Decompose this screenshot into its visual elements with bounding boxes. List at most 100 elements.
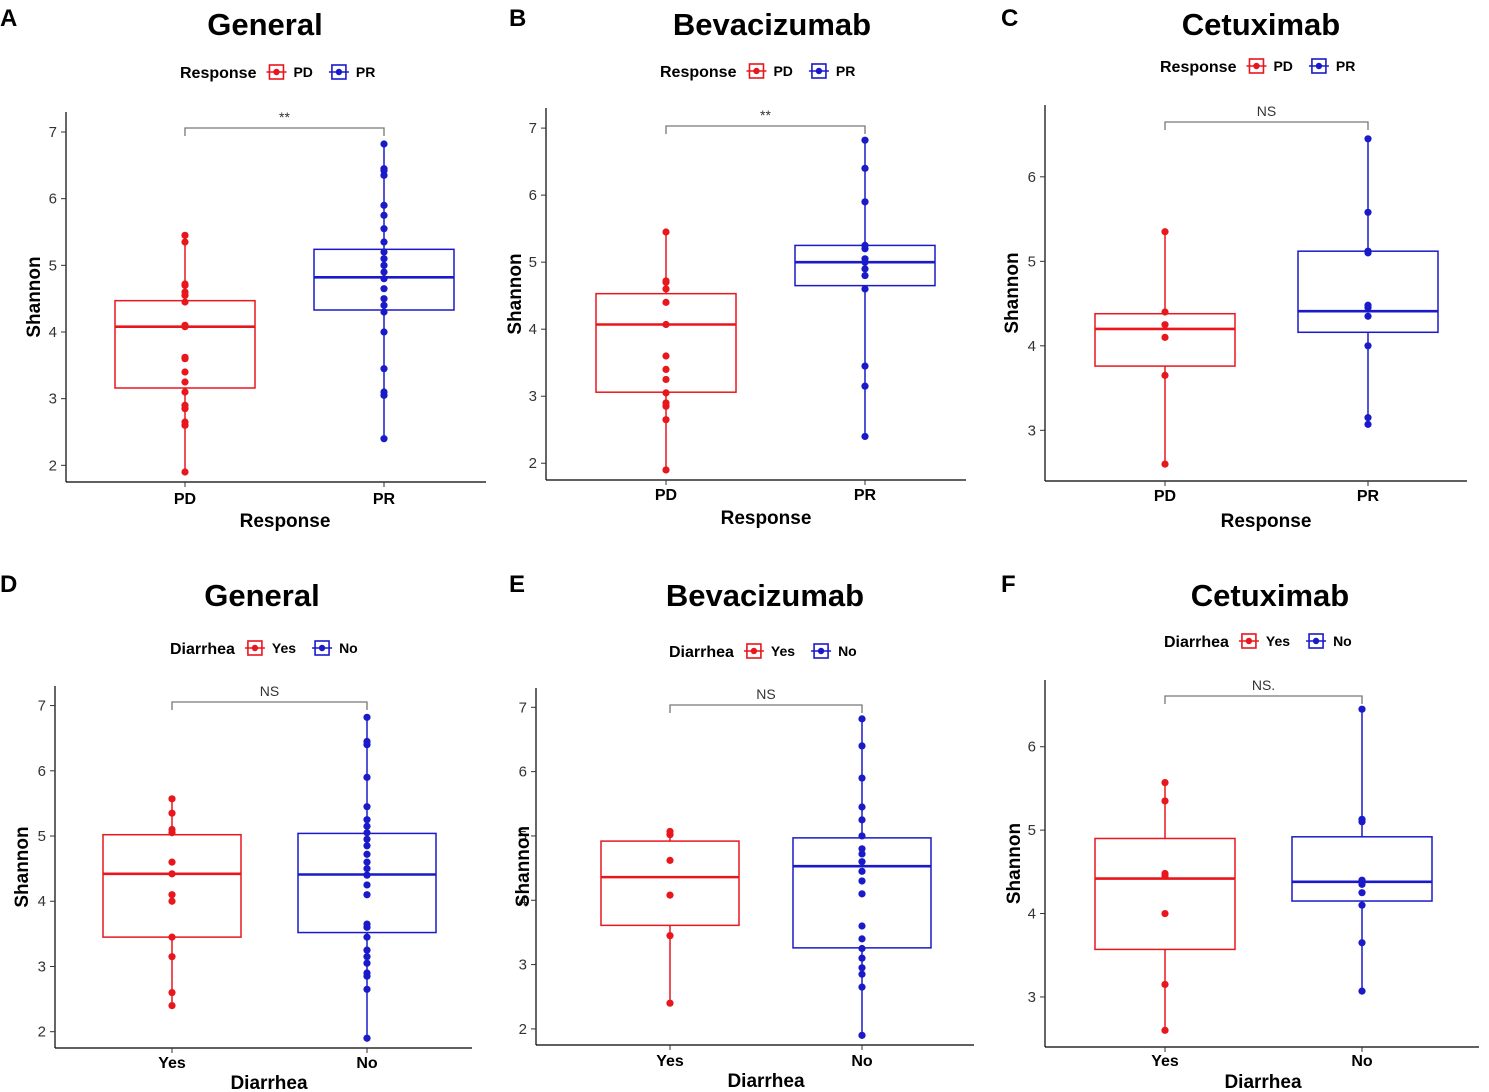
- panel-letter: B: [509, 5, 526, 32]
- data-point: [363, 1034, 371, 1042]
- chart-title: Bevacizumab: [673, 7, 871, 42]
- y-tick-label: 2: [529, 455, 537, 472]
- data-point: [168, 809, 176, 817]
- significance-label: NS.: [1252, 677, 1275, 693]
- data-point: [858, 774, 866, 782]
- legend-key-dot: [318, 644, 326, 652]
- y-tick-label: 7: [529, 120, 537, 137]
- significance-label: NS: [260, 683, 279, 699]
- data-point: [380, 365, 388, 373]
- data-point: [380, 268, 388, 276]
- data-point: [363, 713, 371, 721]
- y-tick-label: 3: [529, 388, 537, 405]
- legend-title: Response: [1160, 59, 1237, 76]
- data-point: [181, 468, 189, 476]
- x-tick-label: PR: [854, 487, 877, 504]
- y-tick-label: 5: [1028, 253, 1036, 270]
- data-point: [181, 353, 189, 361]
- data-point: [380, 201, 388, 209]
- data-point: [1358, 889, 1366, 897]
- box-pr: [313, 140, 455, 443]
- data-point: [363, 737, 371, 746]
- y-tick-label: 2: [49, 457, 57, 474]
- legend-key-pd: [266, 64, 287, 80]
- data-point: [662, 352, 670, 360]
- y-tick-label: 2: [38, 1024, 46, 1041]
- legend-title: Diarrhea: [669, 644, 734, 661]
- box-yes: [1094, 778, 1236, 1034]
- y-tick-label: 4: [38, 893, 46, 910]
- data-point: [666, 891, 674, 899]
- data-point: [1161, 1026, 1169, 1034]
- legend-key-pr: [1308, 58, 1329, 74]
- box-pd: [595, 228, 737, 474]
- legend-title: Diarrhea: [170, 641, 235, 658]
- data-point: [666, 999, 674, 1007]
- legend-key-dot: [1245, 637, 1253, 645]
- data-point: [181, 321, 189, 329]
- data-point: [861, 198, 869, 206]
- data-point: [861, 285, 869, 293]
- legend-label: Yes: [272, 640, 296, 656]
- data-point: [662, 365, 670, 374]
- x-axis-title: Diarrhea: [727, 1071, 805, 1092]
- bracket-line: [171, 701, 368, 710]
- legend-key-pd: [1246, 58, 1267, 74]
- data-point: [168, 891, 176, 899]
- y-axis-title: Shannon: [1004, 823, 1025, 904]
- legend-key-yes: [743, 643, 764, 659]
- data-point: [380, 308, 388, 316]
- bracket-line: [665, 125, 866, 134]
- data-point: [168, 870, 176, 878]
- data-point: [380, 285, 388, 293]
- data-point: [858, 832, 866, 840]
- data-point: [1364, 301, 1372, 309]
- data-point: [861, 265, 869, 273]
- data-point: [363, 871, 371, 879]
- legend-key-dot: [753, 67, 760, 75]
- data-point: [1364, 312, 1372, 320]
- y-axis-title: Shannon: [1002, 252, 1023, 333]
- bracket-line: [1164, 695, 1363, 704]
- x-axis-title: Response: [721, 508, 812, 529]
- data-point: [858, 922, 866, 930]
- legend-key-dot: [750, 647, 758, 655]
- data-point: [666, 856, 674, 864]
- data-point: [858, 877, 866, 885]
- data-point: [181, 238, 189, 246]
- significance-label: **: [760, 107, 771, 123]
- data-point: [858, 803, 866, 811]
- data-point: [363, 850, 371, 858]
- legend: Response PD PR: [1160, 58, 1355, 76]
- data-point: [1364, 420, 1372, 428]
- data-point: [662, 228, 670, 236]
- y-tick-label: 7: [49, 124, 57, 141]
- legend-label: Yes: [771, 643, 795, 659]
- y-tick-label: 5: [529, 254, 537, 271]
- panel-c: C Cetuximab Response PD PR 3 4 5 6 Shannon Respons…: [1001, 5, 1467, 532]
- y-tick-label: 4: [519, 892, 527, 909]
- x-tick-label: Yes: [158, 1055, 186, 1072]
- data-point: [363, 969, 371, 977]
- box-iqr: [1094, 837, 1236, 951]
- data-point: [1364, 342, 1372, 350]
- data-point: [168, 825, 176, 834]
- data-point: [380, 301, 388, 309]
- panel-letter: C: [1001, 5, 1018, 32]
- data-point: [1161, 909, 1169, 918]
- legend-key-no: [1306, 633, 1327, 649]
- data-point: [858, 1031, 866, 1039]
- legend-key-dot: [335, 68, 343, 76]
- legend-key-box: [1311, 58, 1327, 74]
- data-point: [1161, 869, 1169, 878]
- legend-key-yes: [1238, 633, 1259, 649]
- legend-label: PR: [356, 64, 375, 80]
- data-point: [363, 920, 371, 928]
- data-point: [363, 803, 371, 811]
- y-tick-label: 2: [519, 1021, 527, 1038]
- data-point: [1161, 778, 1169, 787]
- data-point: [363, 822, 371, 830]
- legend-label: PD: [293, 64, 312, 80]
- data-point: [380, 295, 388, 303]
